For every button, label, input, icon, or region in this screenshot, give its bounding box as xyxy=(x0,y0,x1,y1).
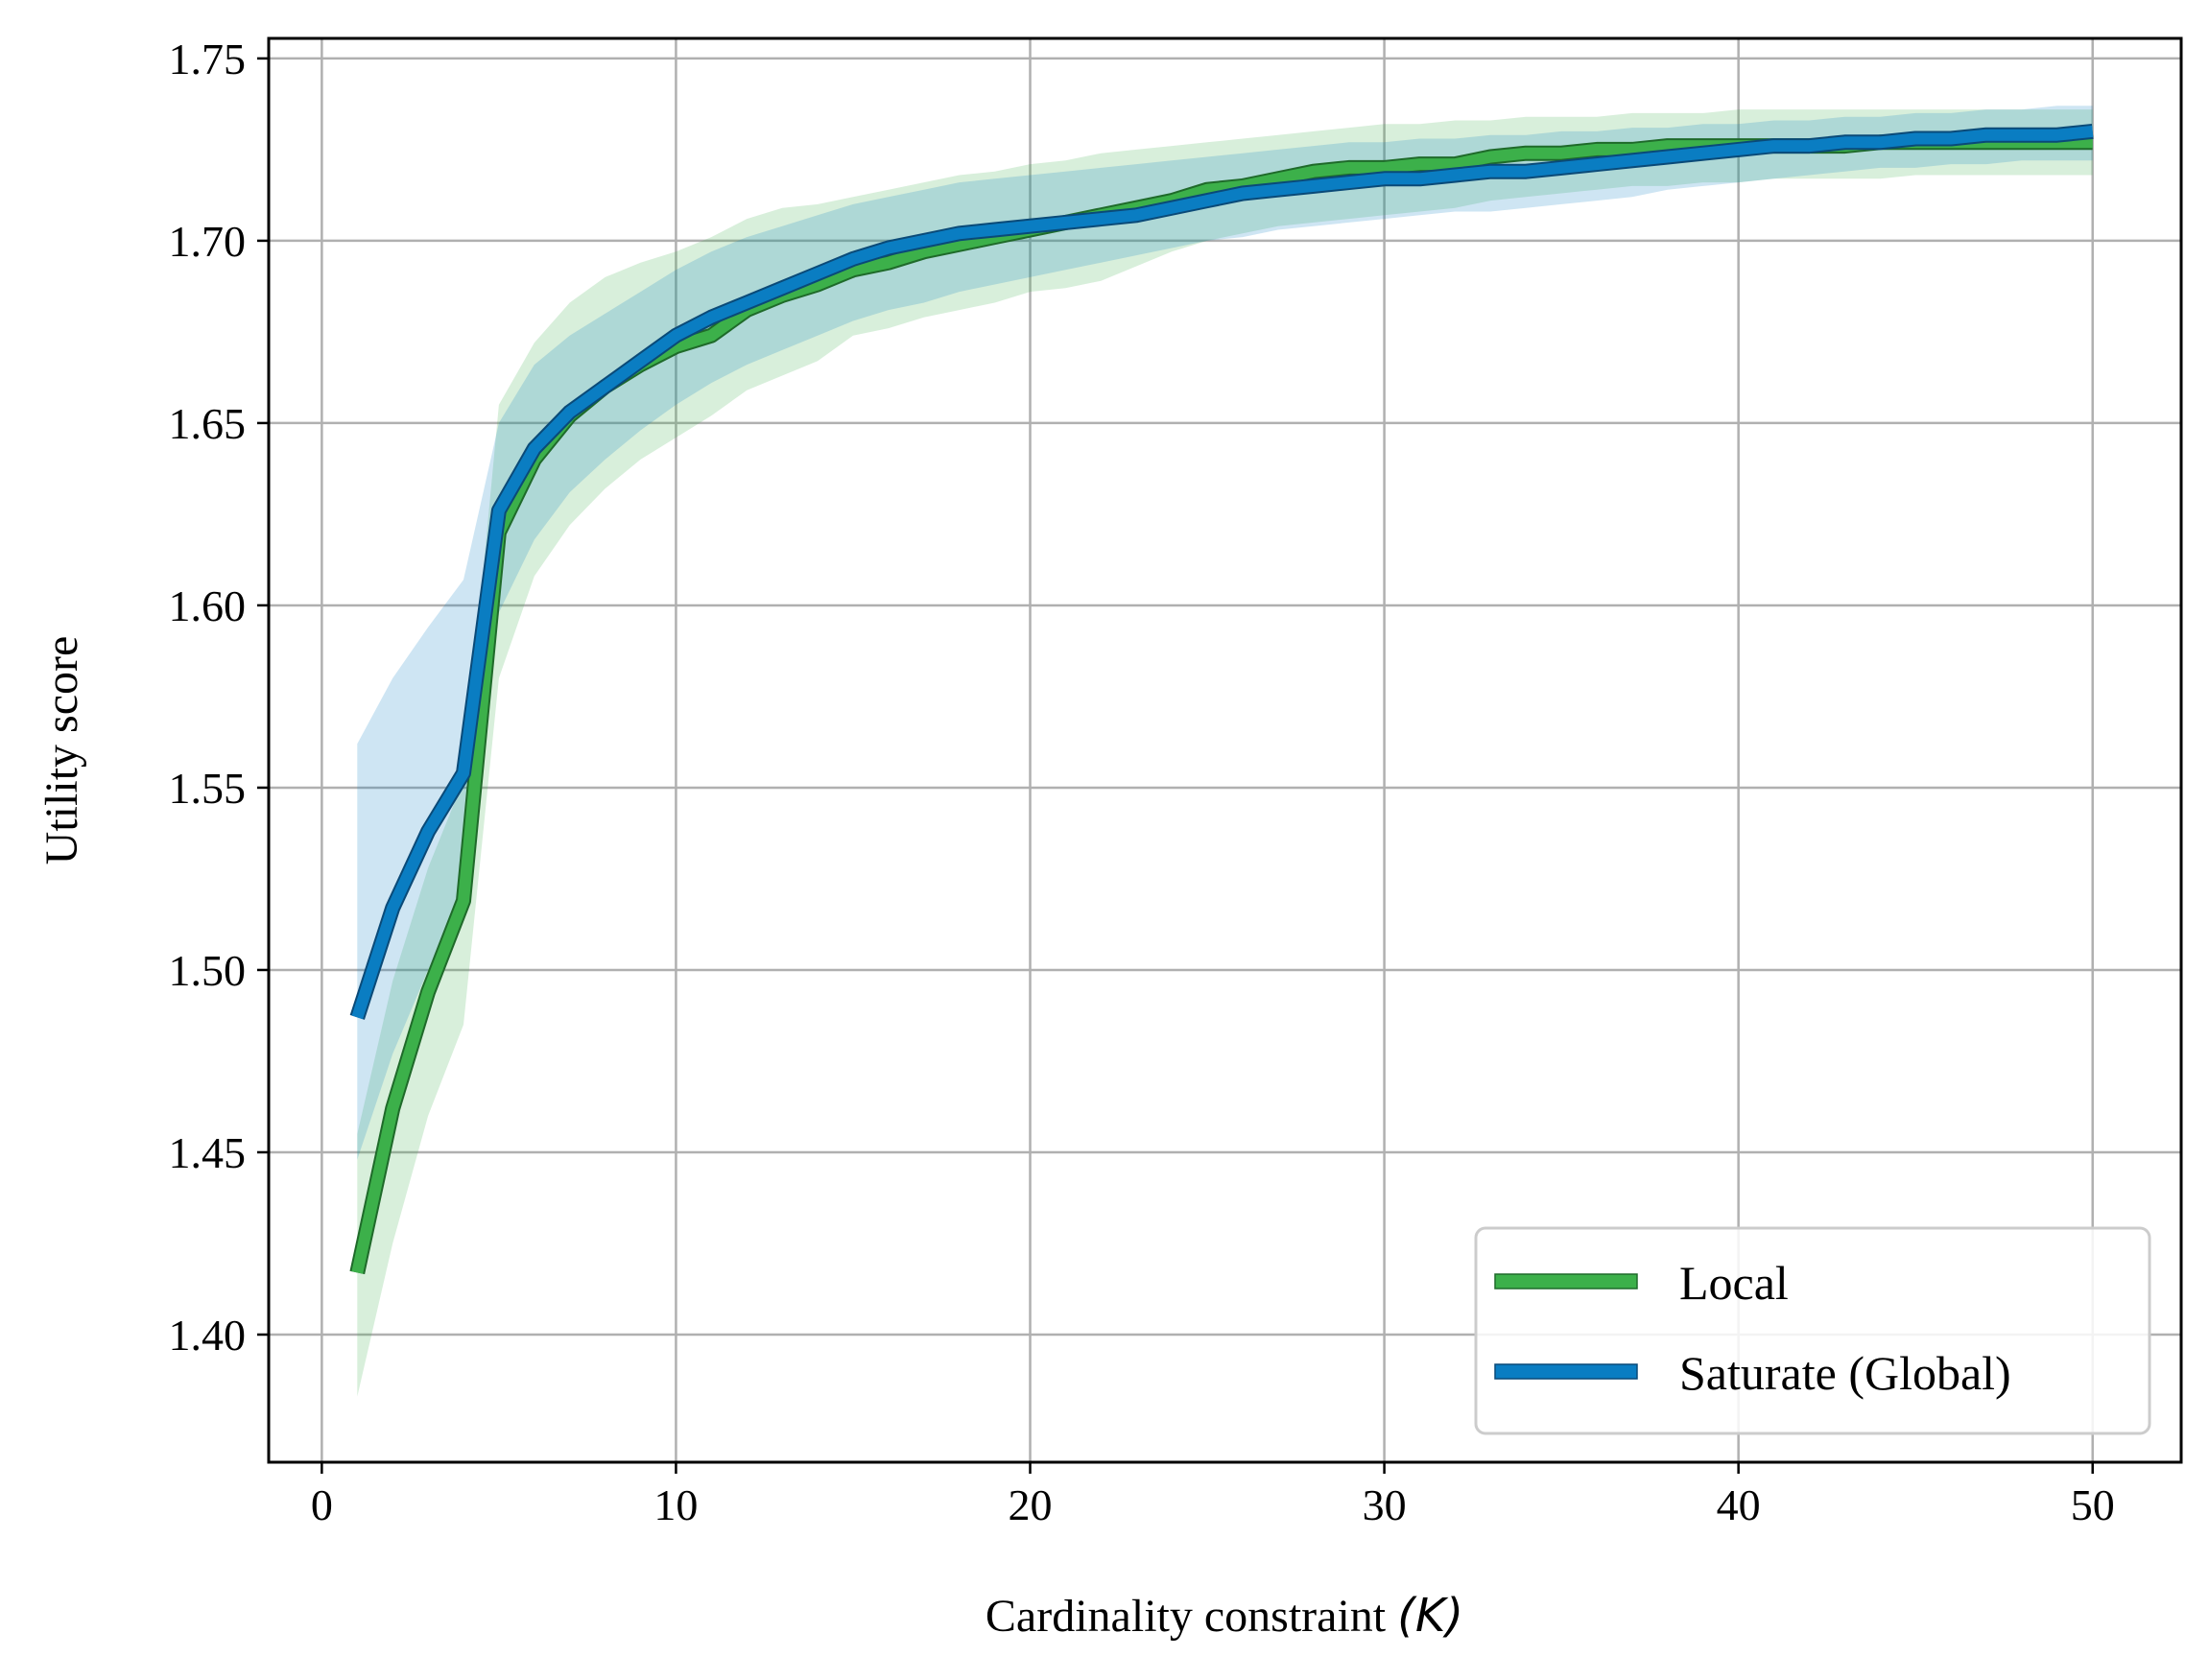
x-axis-label: Cardinality constraint (K) xyxy=(986,1589,1463,1643)
x-tick-label: 30 xyxy=(1363,1480,1407,1529)
y-tick-label: 1.60 xyxy=(169,581,247,630)
y-tick-label: 1.70 xyxy=(169,217,247,266)
y-tick-label: 1.75 xyxy=(169,35,247,83)
legend-label-saturate: Saturate (Global) xyxy=(1679,1346,2011,1400)
y-tick-label: 1.65 xyxy=(169,399,247,448)
x-tick-label: 10 xyxy=(653,1480,698,1529)
legend-label-local: Local xyxy=(1679,1256,1789,1310)
x-tick-label: 40 xyxy=(1717,1480,1761,1529)
y-tick-label: 1.50 xyxy=(169,946,247,995)
x-tick-label: 50 xyxy=(2071,1480,2115,1529)
y-tick-label: 1.45 xyxy=(169,1128,247,1177)
y-tick-label: 1.40 xyxy=(169,1311,247,1360)
legend: Local Saturate (Global) xyxy=(1474,1226,2151,1435)
legend-swatch-saturate xyxy=(1494,1363,1638,1380)
plot-frame xyxy=(267,36,2183,1464)
grid xyxy=(269,38,2181,1462)
legend-swatch-local xyxy=(1494,1273,1638,1290)
x-axis-label-text: Cardinality constraint xyxy=(986,1591,1387,1642)
legend-box xyxy=(1474,1226,2151,1435)
axis-ticks: 0 10 20 30 40 50 1.40 1.45 1.50 1.55 1.60 1.65 1.70 1… xyxy=(169,35,2115,1529)
x-axis-label-math: (K) xyxy=(1397,1589,1463,1643)
series-lines xyxy=(349,123,2094,1275)
series-line-saturate xyxy=(351,125,2094,1020)
y-axis-label: Utility score xyxy=(36,636,87,865)
x-tick-label: 0 xyxy=(311,1480,333,1529)
x-tick-label: 20 xyxy=(1009,1480,1053,1529)
y-tick-label: 1.55 xyxy=(169,764,247,813)
